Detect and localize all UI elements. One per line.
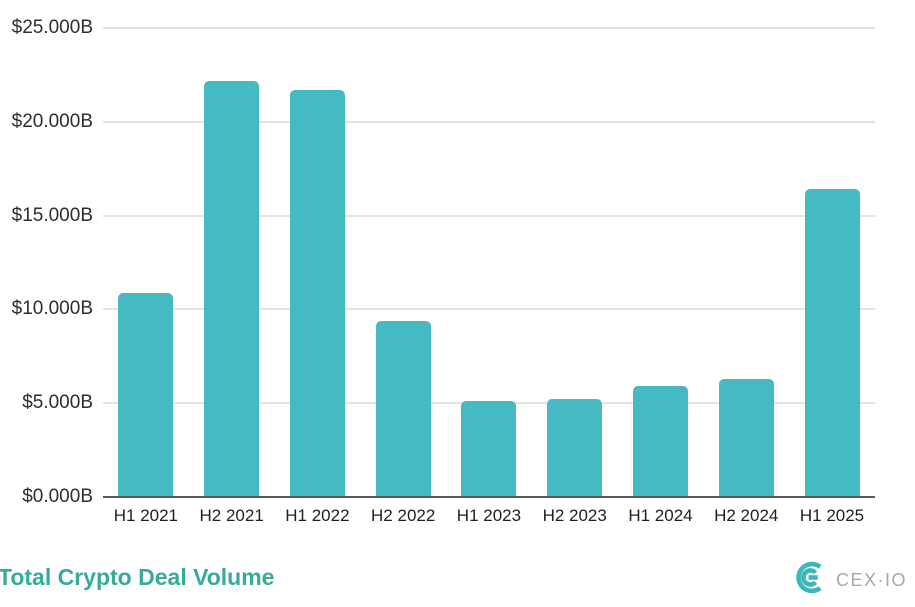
plot-area xyxy=(103,27,875,498)
bar-h1-2022 xyxy=(289,89,345,497)
y-axis-labels: $25.000B $20.000B $15.000B $10.000B $5.000B $… xyxy=(0,17,93,507)
cexio-logo: CEX·IO xyxy=(791,559,907,601)
x-axis-label: H1 2023 xyxy=(456,506,522,525)
cexio-logo-icon xyxy=(791,559,828,601)
y-axis-label: $15.000B xyxy=(11,204,93,226)
bar-h2-2022 xyxy=(375,320,431,497)
bars xyxy=(103,28,875,497)
gridline xyxy=(103,27,875,29)
x-axis-label: H1 2021 xyxy=(113,506,179,525)
bar-h2-2024 xyxy=(718,378,774,497)
y-axis-label: $10.000B xyxy=(11,298,93,320)
gridline xyxy=(103,308,875,311)
chart-title: Total Crypto Deal Volume xyxy=(0,564,275,590)
x-axis-label: H2 2022 xyxy=(371,506,436,525)
cexio-logo-text: CEX·IO xyxy=(835,569,907,590)
x-axis-label: H2 2024 xyxy=(714,506,779,525)
x-axis-line xyxy=(103,496,875,498)
bar-h1-2023 xyxy=(461,401,517,497)
x-axis-label: H1 2025 xyxy=(799,506,865,525)
x-axis-label: H2 2021 xyxy=(199,506,264,525)
bar-h1-2025 xyxy=(804,189,860,497)
y-axis-label: $20.000B xyxy=(11,110,93,132)
gridline xyxy=(103,214,875,217)
x-axis-label: H2 2023 xyxy=(542,506,607,525)
y-axis-label: $25.000B xyxy=(11,17,93,38)
y-axis-label: $0.000B xyxy=(22,486,93,507)
x-axis-label: H1 2024 xyxy=(628,506,693,525)
gridline xyxy=(103,120,875,123)
bar-h1-2021 xyxy=(118,292,174,497)
bar-h2-2023 xyxy=(547,399,603,497)
y-axis-label: $5.000B xyxy=(22,392,93,414)
bar-h2-2021 xyxy=(204,80,260,497)
x-axis-label: H1 2022 xyxy=(285,506,350,525)
x-axis-labels: H1 2021 H2 2021 H1 2022 H2 2022 H1 2023 H2 20… xyxy=(103,506,875,526)
bar-h1-2024 xyxy=(632,386,688,497)
